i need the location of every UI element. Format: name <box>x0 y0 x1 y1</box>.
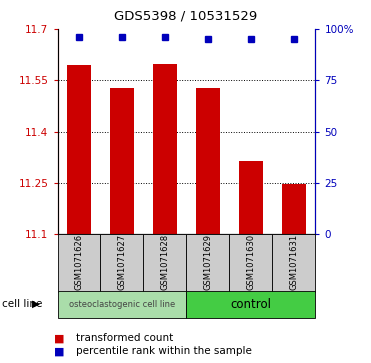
Bar <box>58 234 101 292</box>
Bar <box>272 234 315 292</box>
Text: ■: ■ <box>54 346 65 356</box>
Text: ■: ■ <box>54 333 65 343</box>
Text: GSM1071628: GSM1071628 <box>160 234 170 290</box>
Bar <box>187 291 315 318</box>
Text: GSM1071630: GSM1071630 <box>246 234 255 290</box>
Bar <box>144 234 186 292</box>
Bar <box>153 64 177 234</box>
Text: percentile rank within the sample: percentile rank within the sample <box>76 346 252 356</box>
Text: GSM1071629: GSM1071629 <box>203 234 213 290</box>
Bar <box>229 234 272 292</box>
Bar <box>187 234 229 292</box>
Bar <box>101 234 144 292</box>
Bar <box>67 65 91 234</box>
Text: cell line: cell line <box>2 299 42 309</box>
Text: GSM1071627: GSM1071627 <box>118 234 127 290</box>
Bar <box>196 88 220 234</box>
Bar <box>110 88 134 234</box>
Bar <box>239 161 263 234</box>
Text: transformed count: transformed count <box>76 333 173 343</box>
Text: ▶: ▶ <box>32 299 40 309</box>
Text: GSM1071631: GSM1071631 <box>289 234 298 290</box>
Bar <box>58 291 187 318</box>
Text: GSM1071626: GSM1071626 <box>75 234 83 290</box>
Text: control: control <box>230 298 272 311</box>
Text: GDS5398 / 10531529: GDS5398 / 10531529 <box>114 9 257 22</box>
Text: osteoclastogenic cell line: osteoclastogenic cell line <box>69 300 175 309</box>
Bar <box>282 184 306 234</box>
